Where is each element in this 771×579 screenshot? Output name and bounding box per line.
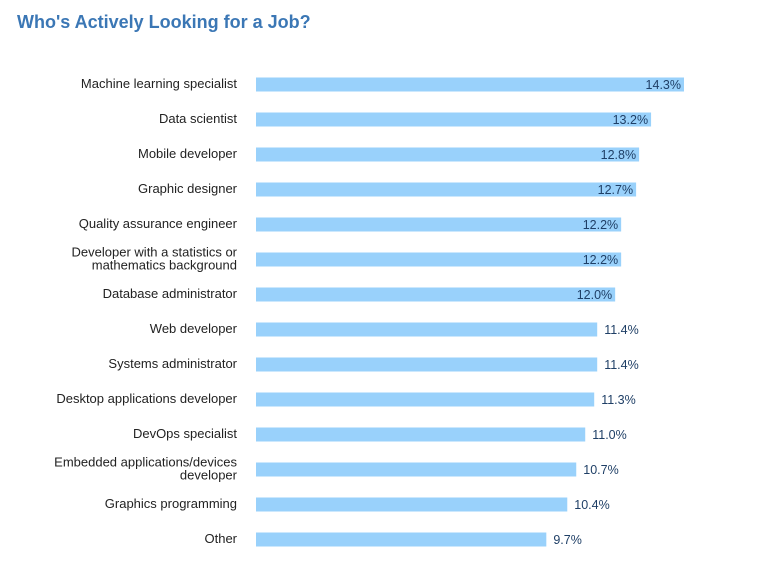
category-label: Graphics programming bbox=[105, 496, 237, 511]
bar-6 bbox=[256, 287, 616, 302]
value-label: 11.3% bbox=[601, 393, 636, 407]
value-label: 12.2% bbox=[583, 218, 618, 232]
bars-group: Machine learning specialist 14.3% Data sci… bbox=[54, 76, 684, 547]
category-label: Systems administrator bbox=[108, 356, 237, 371]
bar-9 bbox=[256, 392, 595, 407]
value-label: 12.8% bbox=[601, 148, 636, 162]
category-label: Other bbox=[204, 531, 237, 546]
category-label: Machine learning specialist bbox=[81, 76, 237, 91]
value-label: 11.4% bbox=[604, 323, 639, 337]
bar-12 bbox=[256, 497, 568, 512]
bar-1 bbox=[256, 112, 652, 127]
bar-10 bbox=[256, 427, 586, 442]
value-label: 12.0% bbox=[577, 288, 612, 302]
category-label: DevOps specialist bbox=[133, 426, 237, 441]
value-label: 13.2% bbox=[613, 113, 648, 127]
category-label: Data scientist bbox=[159, 111, 237, 126]
category-label: Web developer bbox=[150, 321, 238, 336]
bar-4 bbox=[256, 217, 622, 232]
category-label: Mobile developer bbox=[138, 146, 238, 161]
bar-13 bbox=[256, 532, 547, 547]
bar-8 bbox=[256, 357, 598, 372]
category-label: Quality assurance engineer bbox=[79, 216, 238, 231]
value-label: 14.3% bbox=[646, 78, 681, 92]
bar-3 bbox=[256, 182, 637, 197]
category-label: Graphic designer bbox=[138, 181, 238, 196]
value-label: 10.7% bbox=[583, 463, 618, 477]
bar-0 bbox=[256, 77, 684, 92]
bar-5 bbox=[256, 252, 622, 267]
category-label: Desktop applications developer bbox=[56, 391, 237, 406]
bar-2 bbox=[256, 147, 640, 162]
category-label: Developer with a statistics or mathematic… bbox=[72, 244, 238, 272]
value-label: 12.7% bbox=[598, 183, 633, 197]
category-label: Database administrator bbox=[103, 286, 238, 301]
category-label: Embedded applications/devices developer bbox=[54, 454, 238, 482]
value-label: 11.4% bbox=[604, 358, 639, 372]
chart-title: Who's Actively Looking for a Job? bbox=[17, 12, 311, 32]
value-label: 11.0% bbox=[592, 428, 627, 442]
bar-7 bbox=[256, 322, 598, 337]
value-label: 9.7% bbox=[553, 533, 582, 547]
bar-11 bbox=[256, 462, 577, 477]
value-label: 12.2% bbox=[583, 253, 618, 267]
value-label: 10.4% bbox=[574, 498, 609, 512]
